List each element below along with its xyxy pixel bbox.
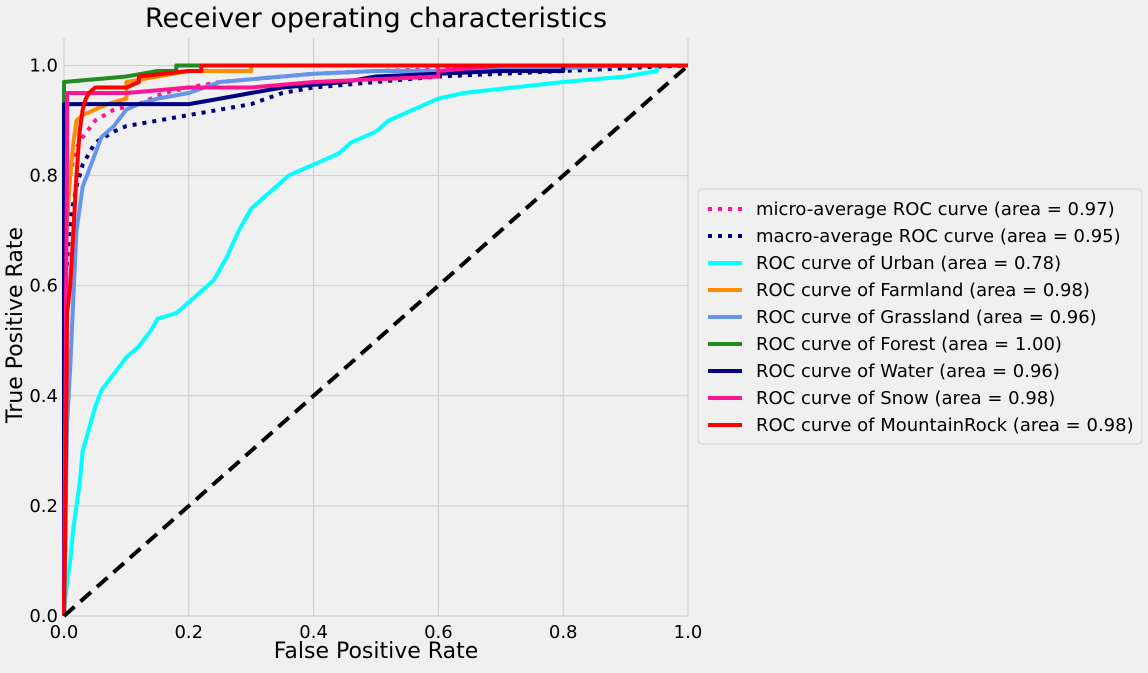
x-tick-label: 0.0 <box>50 622 79 643</box>
series-line-2 <box>62 63 688 617</box>
x-tick-label: 1.0 <box>674 622 703 643</box>
x-axis-label: False Positive Rate <box>274 639 478 664</box>
y-tick-label: 0.4 <box>29 386 58 407</box>
series-line-7 <box>62 63 688 617</box>
series-line-5 <box>62 63 688 616</box>
legend-label: ROC curve of Farmland (area = 0.98) <box>756 280 1090 301</box>
legend-label: ROC curve of MountainRock (area = 0.98) <box>756 415 1134 436</box>
y-tick-label: 0.2 <box>29 496 58 517</box>
legend-label: ROC curve of Grassland (area = 0.96) <box>756 307 1097 328</box>
y-tick-label: 1.0 <box>29 56 58 77</box>
series-line-8 <box>62 63 688 617</box>
legend-box <box>697 188 1143 445</box>
axes: 0.0 0.2 0.4 0.6 0.8 1.0 0.0 0.2 0.4 0.6 0.8 1.0 <box>29 56 702 643</box>
grid <box>63 38 689 617</box>
legend-label: ROC curve of Water (area = 0.96) <box>756 361 1060 382</box>
y-axis-label: True Positive Rate <box>3 227 28 424</box>
legend-label: micro-average ROC curve (area = 0.97) <box>756 199 1115 220</box>
x-tick-label: 0.8 <box>549 622 578 643</box>
y-tick-label: 0.8 <box>29 166 58 187</box>
legend: micro-average ROC curve (area = 0.97) mac… <box>697 188 1143 445</box>
y-tick-label: 0.6 <box>29 276 58 297</box>
x-tick-label: 0.4 <box>299 622 328 643</box>
legend-label: ROC curve of Forest (area = 1.00) <box>756 334 1062 355</box>
x-tick-label: 0.6 <box>424 622 453 643</box>
legend-label: ROC curve of Urban (area = 0.78) <box>756 253 1061 274</box>
x-tick-label: 0.2 <box>174 622 203 643</box>
chance-diagonal-line <box>62 64 690 618</box>
legend-label: ROC curve of Snow (area = 0.98) <box>756 388 1055 409</box>
legend-label: macro-average ROC curve (area = 0.95) <box>756 226 1121 247</box>
chart-title: Receiver operating characteristics <box>145 3 607 34</box>
series-lines <box>62 63 690 618</box>
y-tick-label: 0.0 <box>29 606 58 627</box>
series-line-6 <box>62 63 688 616</box>
